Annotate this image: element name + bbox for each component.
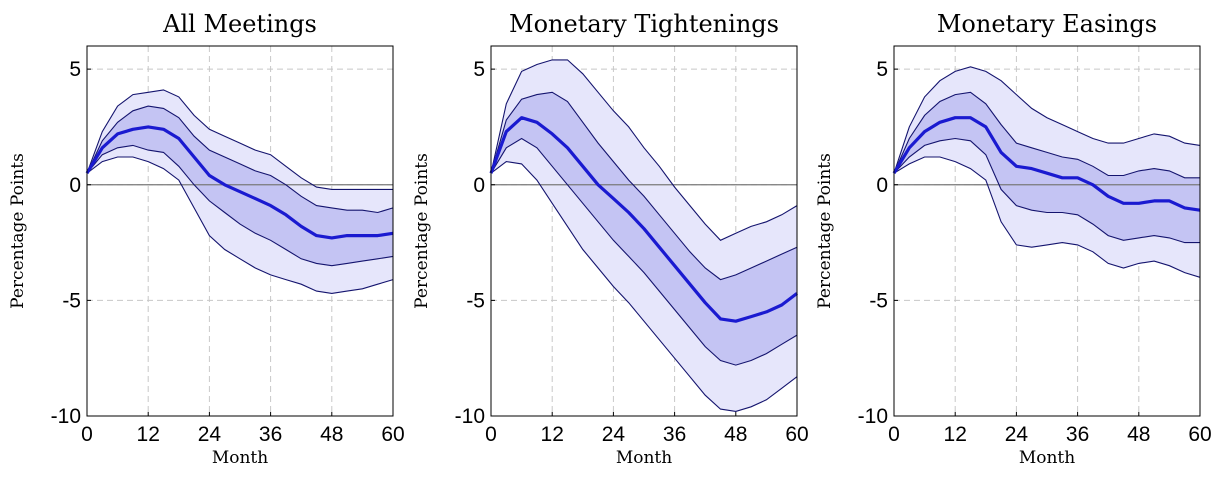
- y-tick-label: -5: [869, 289, 888, 312]
- y-tick-label: 0: [876, 174, 888, 197]
- inner-confidence-band: [87, 106, 393, 266]
- x-axis-label: Month: [1019, 448, 1075, 468]
- axes-box: [490, 45, 798, 417]
- x-tick-label: 48: [1127, 423, 1150, 446]
- x-tick-label: 36: [663, 423, 686, 446]
- y-axis-label: Percentage Points: [412, 153, 432, 309]
- outer-lower-bound-line: [893, 156, 1201, 278]
- outer-upper-bound-line: [86, 89, 393, 190]
- y-tick-label: 0: [473, 174, 485, 197]
- panel-monetary-tightenings: 0 12 24 36 48 60 5 0 -5 -10 Monetary Tightenings Mo…: [412, 10, 809, 468]
- inner-lower-bound-line: [893, 137, 1200, 244]
- inner-lower-bound-line: [490, 137, 798, 366]
- y-tick-label: -10: [455, 405, 485, 428]
- x-axis-label: Month: [212, 448, 268, 468]
- outer-upper-bound-line: [490, 59, 798, 241]
- x-tick-label: 36: [259, 423, 282, 446]
- inner-upper-bound-line: [86, 105, 394, 214]
- y-axis-label: Percentage Points: [815, 153, 835, 309]
- panel-title: Monetary Easings: [937, 10, 1157, 38]
- outer-upper-bound-line: [893, 66, 1201, 174]
- x-tick-label: 0: [81, 423, 93, 446]
- panel-title: All Meetings: [162, 10, 317, 38]
- x-tick-label: 36: [1066, 423, 1089, 446]
- x-tick-label: 48: [724, 423, 747, 446]
- axes-box: [86, 45, 394, 417]
- x-tick-label: 60: [1188, 423, 1211, 446]
- x-axis-label: Month: [616, 448, 672, 468]
- panel-title: Monetary Tightenings: [509, 10, 779, 38]
- inner-upper-bound-line: [490, 91, 798, 281]
- x-tick-label: 48: [320, 423, 343, 446]
- axes-box: [893, 45, 1201, 417]
- x-tick-label: 12: [137, 423, 160, 446]
- inner-lower-bound-line: [86, 144, 394, 267]
- x-tick-label: 0: [888, 423, 900, 446]
- y-tick-label: 5: [876, 58, 888, 81]
- y-tick-label: 5: [69, 58, 81, 81]
- x-tick-label: 24: [602, 423, 626, 446]
- y-tick-label: -5: [466, 289, 485, 312]
- y-tick-label: -10: [858, 405, 888, 428]
- median-response-line: [489, 116, 798, 323]
- y-axis-label: Percentage Points: [8, 153, 28, 309]
- panel-monetary-easings: 0 12 24 36 48 60 5 0 -5 -10 Monetary Easings Month P…: [815, 10, 1212, 468]
- inner-upper-bound-line: [893, 91, 1200, 179]
- x-tick-label: 12: [541, 423, 564, 446]
- median-response-line: [85, 125, 394, 240]
- x-tick-label: 24: [198, 423, 222, 446]
- x-tick-label: 0: [485, 423, 497, 446]
- inner-confidence-band: [894, 92, 1200, 243]
- panel-all-meetings: 0 12 24 36 48 60 5 0 -5 -10 All Meetings Month Perce…: [8, 10, 405, 468]
- median-response-line: [892, 116, 1201, 212]
- x-tick-label: 24: [1005, 423, 1029, 446]
- x-tick-label: 60: [381, 423, 404, 446]
- y-tick-label: 5: [473, 58, 485, 81]
- outer-lower-bound-line: [86, 156, 394, 294]
- y-tick-label: 0: [69, 174, 81, 197]
- y-tick-label: -5: [62, 289, 81, 312]
- x-tick-label: 12: [944, 423, 967, 446]
- outer-lower-bound-line: [490, 161, 798, 412]
- x-tick-label: 60: [785, 423, 808, 446]
- y-tick-label: -10: [51, 405, 81, 428]
